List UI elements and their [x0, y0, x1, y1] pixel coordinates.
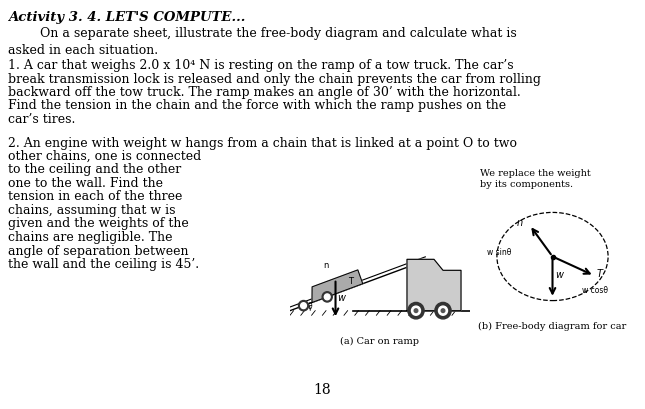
Circle shape	[408, 302, 424, 319]
Text: We replace the weight
by its components.: We replace the weight by its components.	[480, 169, 591, 189]
Text: chains, assuming that w is: chains, assuming that w is	[8, 204, 175, 217]
Text: θ: θ	[308, 302, 313, 311]
Text: backward off the tow truck. The ramp makes an angle of 30’ with the horizontal.: backward off the tow truck. The ramp mak…	[8, 86, 521, 99]
Text: w cosθ: w cosθ	[582, 286, 608, 295]
Circle shape	[441, 309, 445, 312]
Circle shape	[435, 302, 451, 319]
Text: Find the tension in the chain and the force with which the ramp pushes on the: Find the tension in the chain and the fo…	[8, 99, 506, 112]
Text: break transmission lock is released and only the chain prevents the car from rol: break transmission lock is released and …	[8, 72, 541, 85]
Text: angle of separation between: angle of separation between	[8, 245, 188, 258]
Text: (b) Free-body diagram for car: (b) Free-body diagram for car	[479, 322, 627, 331]
Text: On a separate sheet, illustrate the free-body diagram and calculate what is
aske: On a separate sheet, illustrate the free…	[8, 27, 517, 58]
Text: to the ceiling and the other: to the ceiling and the other	[8, 164, 181, 177]
Text: 1. A car that weighs 2.0 x 10⁴ N is resting on the ramp of a tow truck. The car’: 1. A car that weighs 2.0 x 10⁴ N is rest…	[8, 59, 513, 72]
Text: T: T	[348, 277, 353, 286]
Text: n: n	[322, 261, 328, 270]
Circle shape	[324, 294, 330, 300]
Text: w: w	[555, 270, 563, 280]
Text: other chains, one is connected: other chains, one is connected	[8, 150, 201, 163]
Polygon shape	[407, 259, 461, 311]
Text: 2. An engine with weight w hangs from a chain that is linked at a point O to two: 2. An engine with weight w hangs from a …	[8, 137, 517, 150]
Text: (a) Car on ramp: (a) Car on ramp	[341, 337, 419, 346]
Circle shape	[414, 309, 418, 312]
Text: tension in each of the three: tension in each of the three	[8, 191, 183, 204]
Text: one to the wall. Find the: one to the wall. Find the	[8, 177, 163, 190]
Circle shape	[412, 306, 421, 315]
Polygon shape	[312, 270, 362, 303]
Text: 18: 18	[313, 383, 331, 397]
Text: given and the weights of the: given and the weights of the	[8, 218, 189, 231]
Text: Activity 3. 4. LET'S COMPUTE...: Activity 3. 4. LET'S COMPUTE...	[8, 11, 245, 24]
Circle shape	[439, 306, 448, 315]
Text: car’s tires.: car’s tires.	[8, 113, 75, 126]
Text: chains are negligible. The: chains are negligible. The	[8, 231, 172, 244]
Text: w sinθ: w sinθ	[487, 247, 511, 256]
Circle shape	[301, 303, 306, 308]
Text: n: n	[516, 218, 522, 228]
Circle shape	[322, 292, 332, 302]
Text: w: w	[337, 293, 345, 303]
Text: the wall and the ceiling is 45’.: the wall and the ceiling is 45’.	[8, 258, 199, 271]
Circle shape	[299, 301, 308, 311]
Text: T: T	[597, 269, 603, 279]
